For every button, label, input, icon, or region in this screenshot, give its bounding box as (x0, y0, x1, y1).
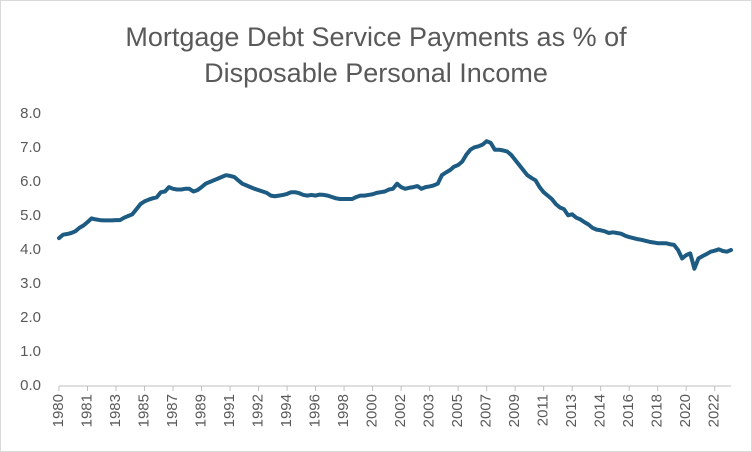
x-tick-label: 2014 (592, 394, 609, 427)
y-tick-label: 4.0 (20, 241, 41, 258)
y-tick-label: 3.0 (20, 275, 41, 292)
x-tick-label: 1985 (135, 394, 152, 427)
chart-title: Mortgage Debt Service Payments as % of D… (125, 22, 627, 88)
y-tick-label: 6.0 (20, 173, 41, 190)
x-tick-label: 2011 (535, 394, 552, 426)
y-tick-label: 2.0 (20, 309, 41, 326)
x-tick-label: 2009 (506, 394, 523, 427)
x-tick-label: 2007 (478, 394, 495, 427)
y-tick-label: 0.0 (20, 377, 41, 394)
x-tick-label: 1989 (193, 394, 210, 427)
x-tick-label: 1981 (78, 394, 95, 427)
x-tick-label: 1991 (221, 394, 238, 427)
x-tick-label: 2013 (563, 394, 580, 427)
y-tick-label: 8.0 (20, 105, 41, 122)
x-tick-label: 2005 (449, 394, 466, 427)
x-tick-label: 2022 (706, 394, 723, 427)
y-tick-label: 7.0 (20, 139, 41, 156)
x-tick-label: 1994 (278, 394, 295, 427)
x-tick-label: 1980 (50, 394, 67, 427)
x-tick-label: 2000 (364, 394, 381, 427)
x-tick-label: 1998 (335, 394, 352, 427)
y-tick-label: 1.0 (20, 343, 41, 360)
line-series (57, 139, 733, 271)
x-tick-label: 2002 (392, 394, 409, 427)
y-tick-label: 5.0 (20, 207, 41, 224)
x-tick-label: 1983 (107, 394, 124, 427)
x-tick-label: 1987 (164, 394, 181, 427)
x-tick-label: 1992 (250, 394, 267, 427)
x-tick-label: 2018 (649, 394, 666, 427)
x-tick-label: 1996 (307, 394, 324, 427)
x-tick-label: 2003 (421, 394, 438, 427)
x-tick-label: 2020 (677, 394, 694, 427)
x-tick-label: 2016 (620, 394, 637, 427)
